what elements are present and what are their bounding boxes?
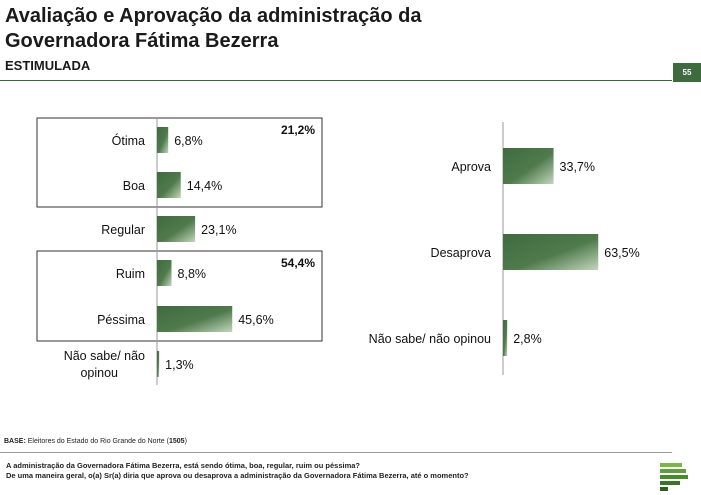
bar-nao-sabe-nao-opinou [157,351,160,377]
category-label: Não sabe/ não opinou [369,332,491,346]
bar-nao-sabe-nao-opinou [503,320,508,356]
category-label: Não sabe/ não [64,349,145,363]
page-title-line-1: Avaliação e Aprovação da administração d… [5,5,422,27]
category-label: opinou [80,366,118,380]
category-label: Aprova [451,160,491,174]
group-box-1 [36,117,323,208]
value-label: 1,3% [165,358,194,372]
value-label: 8,8% [178,267,207,281]
value-label: 63,5% [604,246,639,260]
bar-otima [157,127,169,153]
category-label: Boa [123,179,145,193]
base-label: BASE: [4,438,26,445]
value-label: 45,6% [238,313,273,327]
bar-desaprova [503,234,599,270]
header-divider [0,80,672,81]
bar-pessima [157,306,233,332]
category-label: Péssima [97,313,145,327]
value-label: 6,8% [174,134,203,148]
category-label: Desaprova [431,246,491,260]
page-number-badge: 55 [673,63,701,82]
page-title: Avaliação e Aprovação da administração d… [5,4,421,54]
value-label: 33,7% [560,160,595,174]
base-close: ) [184,438,187,445]
base-note: BASE: Eleitores do Estado do Rio Grande … [4,438,187,445]
bar-boa [157,172,181,198]
bar-regular [157,216,196,242]
category-label: Ótima [112,133,145,148]
group-total-label: 21,2% [281,123,315,137]
value-label: 14,4% [187,179,222,193]
group-box-2 [36,250,323,342]
category-label: Ruim [116,267,145,281]
category-label: Regular [101,223,145,237]
footer-divider [0,452,672,453]
institute-logo-icon [660,463,688,491]
base-text: Eleitores do Estado do Rio Grande do Nor… [25,438,169,445]
approval-chart: 33,7% Aprova 63,5% Desaprova 2,8% Não sabe/ n… [369,122,640,375]
page-title-line-2: Governadora Fátima Bezerra [5,30,279,52]
bar-ruim [157,260,172,286]
question-line-1: A administração da Governadora Fátima Be… [6,461,360,470]
value-label: 2,8% [513,332,542,346]
group-total-label: 54,4% [281,256,315,270]
question-text: A administração da Governadora Fátima Be… [6,461,469,481]
bar-aprova [503,148,554,184]
base-sample-size: 1505 [168,438,185,445]
page-subtitle: ESTIMULADA [5,58,91,73]
value-label: 23,1% [201,223,236,237]
evaluation-chart: 21,2% 54,4% 6,8% Ótima 14,4% Boa 23,1% Regular 8… [36,117,323,385]
question-line-2: De uma maneira geral, o(a) Sr(a) diria q… [6,471,469,480]
